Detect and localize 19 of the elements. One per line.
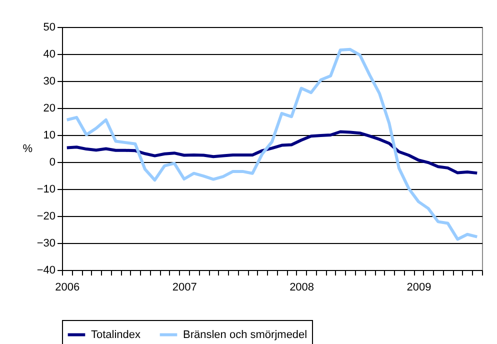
x-tick-label: 2009 — [406, 282, 432, 294]
x-tick-label: 2008 — [290, 282, 314, 294]
line-series — [65, 48, 479, 241]
x-tick-label: 2006 — [55, 282, 80, 294]
y-tick-label: 40 — [43, 48, 56, 60]
y-tick-label: 50 — [43, 22, 56, 34]
y-tick-label: 10 — [43, 130, 56, 142]
legend-label: Bränslen och smörjmedel — [183, 328, 308, 341]
y-tick-label: −40 — [36, 264, 56, 276]
line-series — [65, 130, 479, 175]
y-tick-label: −30 — [36, 238, 56, 250]
y-tick-label: 30 — [43, 76, 56, 88]
y-axis-title: % — [22, 143, 33, 155]
y-tick-label: −10 — [36, 184, 56, 196]
x-tick-label: 2007 — [172, 282, 197, 294]
legend-label: Totalindex — [91, 328, 142, 341]
y-tick-label: 20 — [43, 102, 56, 114]
y-tick-label: −20 — [36, 210, 56, 222]
y-tick-label: 0 — [49, 156, 56, 168]
